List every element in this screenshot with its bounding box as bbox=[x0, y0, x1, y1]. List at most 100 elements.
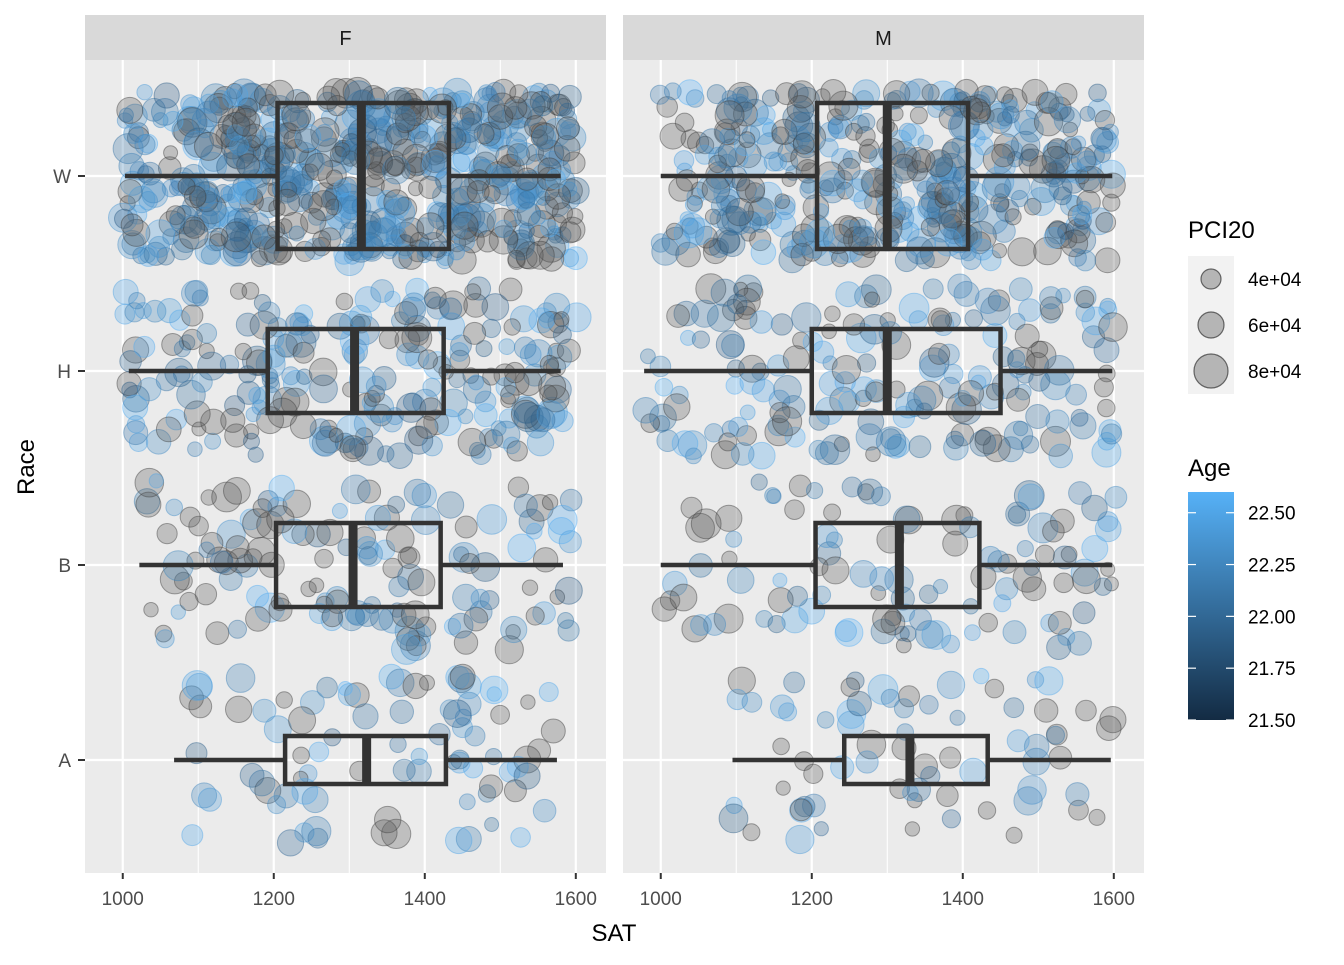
y-axis-title: Race bbox=[13, 439, 40, 495]
data-point bbox=[454, 119, 472, 137]
data-point bbox=[547, 228, 564, 244]
data-point bbox=[826, 108, 844, 126]
data-point bbox=[547, 342, 565, 360]
data-point bbox=[230, 282, 248, 300]
data-point bbox=[453, 630, 479, 655]
data-point bbox=[154, 624, 173, 643]
data-point bbox=[530, 210, 546, 225]
data-point bbox=[238, 83, 266, 112]
data-point bbox=[122, 394, 149, 421]
data-point bbox=[244, 134, 261, 152]
data-point bbox=[139, 247, 156, 264]
data-point bbox=[661, 226, 691, 256]
data-point bbox=[519, 343, 542, 366]
data-point bbox=[454, 708, 473, 726]
data-point bbox=[500, 392, 517, 409]
data-point bbox=[424, 291, 442, 309]
data-point bbox=[475, 93, 505, 123]
data-point bbox=[239, 188, 264, 214]
data-point bbox=[503, 209, 522, 228]
data-point bbox=[316, 676, 338, 699]
data-point bbox=[527, 210, 556, 239]
data-point bbox=[348, 437, 369, 458]
data-point bbox=[145, 429, 172, 455]
data-point bbox=[553, 311, 570, 328]
data-point bbox=[543, 375, 572, 404]
data-point bbox=[466, 180, 490, 204]
data-point bbox=[1101, 423, 1123, 445]
data-point bbox=[523, 181, 548, 206]
data-point bbox=[180, 94, 200, 114]
data-point bbox=[507, 476, 530, 498]
data-point bbox=[267, 795, 287, 815]
color-legend-bar bbox=[1188, 492, 1234, 720]
data-point bbox=[416, 212, 445, 241]
data-point bbox=[252, 182, 283, 213]
data-point bbox=[978, 612, 999, 633]
data-point bbox=[476, 230, 499, 253]
data-point bbox=[526, 494, 554, 522]
data-point bbox=[251, 224, 277, 250]
data-point bbox=[991, 243, 1008, 259]
data-point bbox=[1000, 93, 1018, 111]
data-point bbox=[472, 159, 499, 186]
data-point bbox=[450, 334, 472, 357]
data-point bbox=[304, 180, 320, 196]
data-point bbox=[939, 746, 962, 769]
data-point bbox=[819, 138, 839, 158]
data-point bbox=[452, 717, 473, 739]
data-point bbox=[506, 440, 528, 462]
data-point bbox=[410, 747, 428, 766]
data-point bbox=[177, 106, 207, 135]
data-point bbox=[902, 784, 919, 802]
data-point bbox=[216, 193, 241, 217]
data-point bbox=[1002, 620, 1027, 645]
data-point bbox=[656, 96, 679, 118]
data-point bbox=[505, 132, 528, 154]
data-point bbox=[280, 211, 309, 240]
data-point bbox=[1042, 519, 1065, 543]
data-point bbox=[397, 117, 421, 141]
data-point bbox=[452, 583, 480, 612]
data-point bbox=[531, 125, 557, 150]
data-point bbox=[243, 111, 262, 130]
data-point bbox=[1067, 630, 1092, 656]
data-point bbox=[280, 181, 298, 198]
data-point bbox=[467, 210, 495, 238]
data-point bbox=[908, 435, 932, 459]
data-point bbox=[165, 408, 188, 431]
data-point bbox=[280, 387, 310, 417]
data-point bbox=[513, 493, 538, 518]
data-point bbox=[859, 138, 880, 160]
data-point bbox=[787, 585, 808, 607]
data-point bbox=[173, 340, 191, 358]
data-point bbox=[942, 141, 961, 160]
data-point bbox=[401, 292, 427, 318]
data-point bbox=[957, 143, 984, 170]
data-point bbox=[401, 143, 431, 173]
data-point bbox=[358, 546, 378, 566]
data-point bbox=[743, 196, 774, 227]
data-point bbox=[216, 519, 246, 549]
data-point bbox=[447, 666, 475, 694]
data-point bbox=[397, 563, 425, 591]
data-point bbox=[301, 163, 319, 181]
data-point bbox=[407, 181, 424, 197]
data-point bbox=[1048, 745, 1073, 770]
data-point bbox=[666, 304, 690, 328]
data-point bbox=[774, 193, 791, 209]
data-point bbox=[116, 96, 144, 124]
data-point bbox=[789, 798, 813, 822]
data-point bbox=[176, 379, 206, 410]
data-point bbox=[987, 102, 1015, 130]
data-point bbox=[374, 805, 402, 834]
data-point bbox=[557, 109, 578, 130]
data-point bbox=[134, 302, 152, 320]
data-point bbox=[632, 397, 660, 424]
data-point bbox=[191, 107, 218, 134]
facet-strip-f bbox=[85, 15, 606, 60]
data-point bbox=[200, 144, 228, 172]
x-tick-label: 1600 bbox=[555, 889, 597, 910]
data-point bbox=[528, 224, 550, 247]
data-point bbox=[507, 250, 526, 269]
